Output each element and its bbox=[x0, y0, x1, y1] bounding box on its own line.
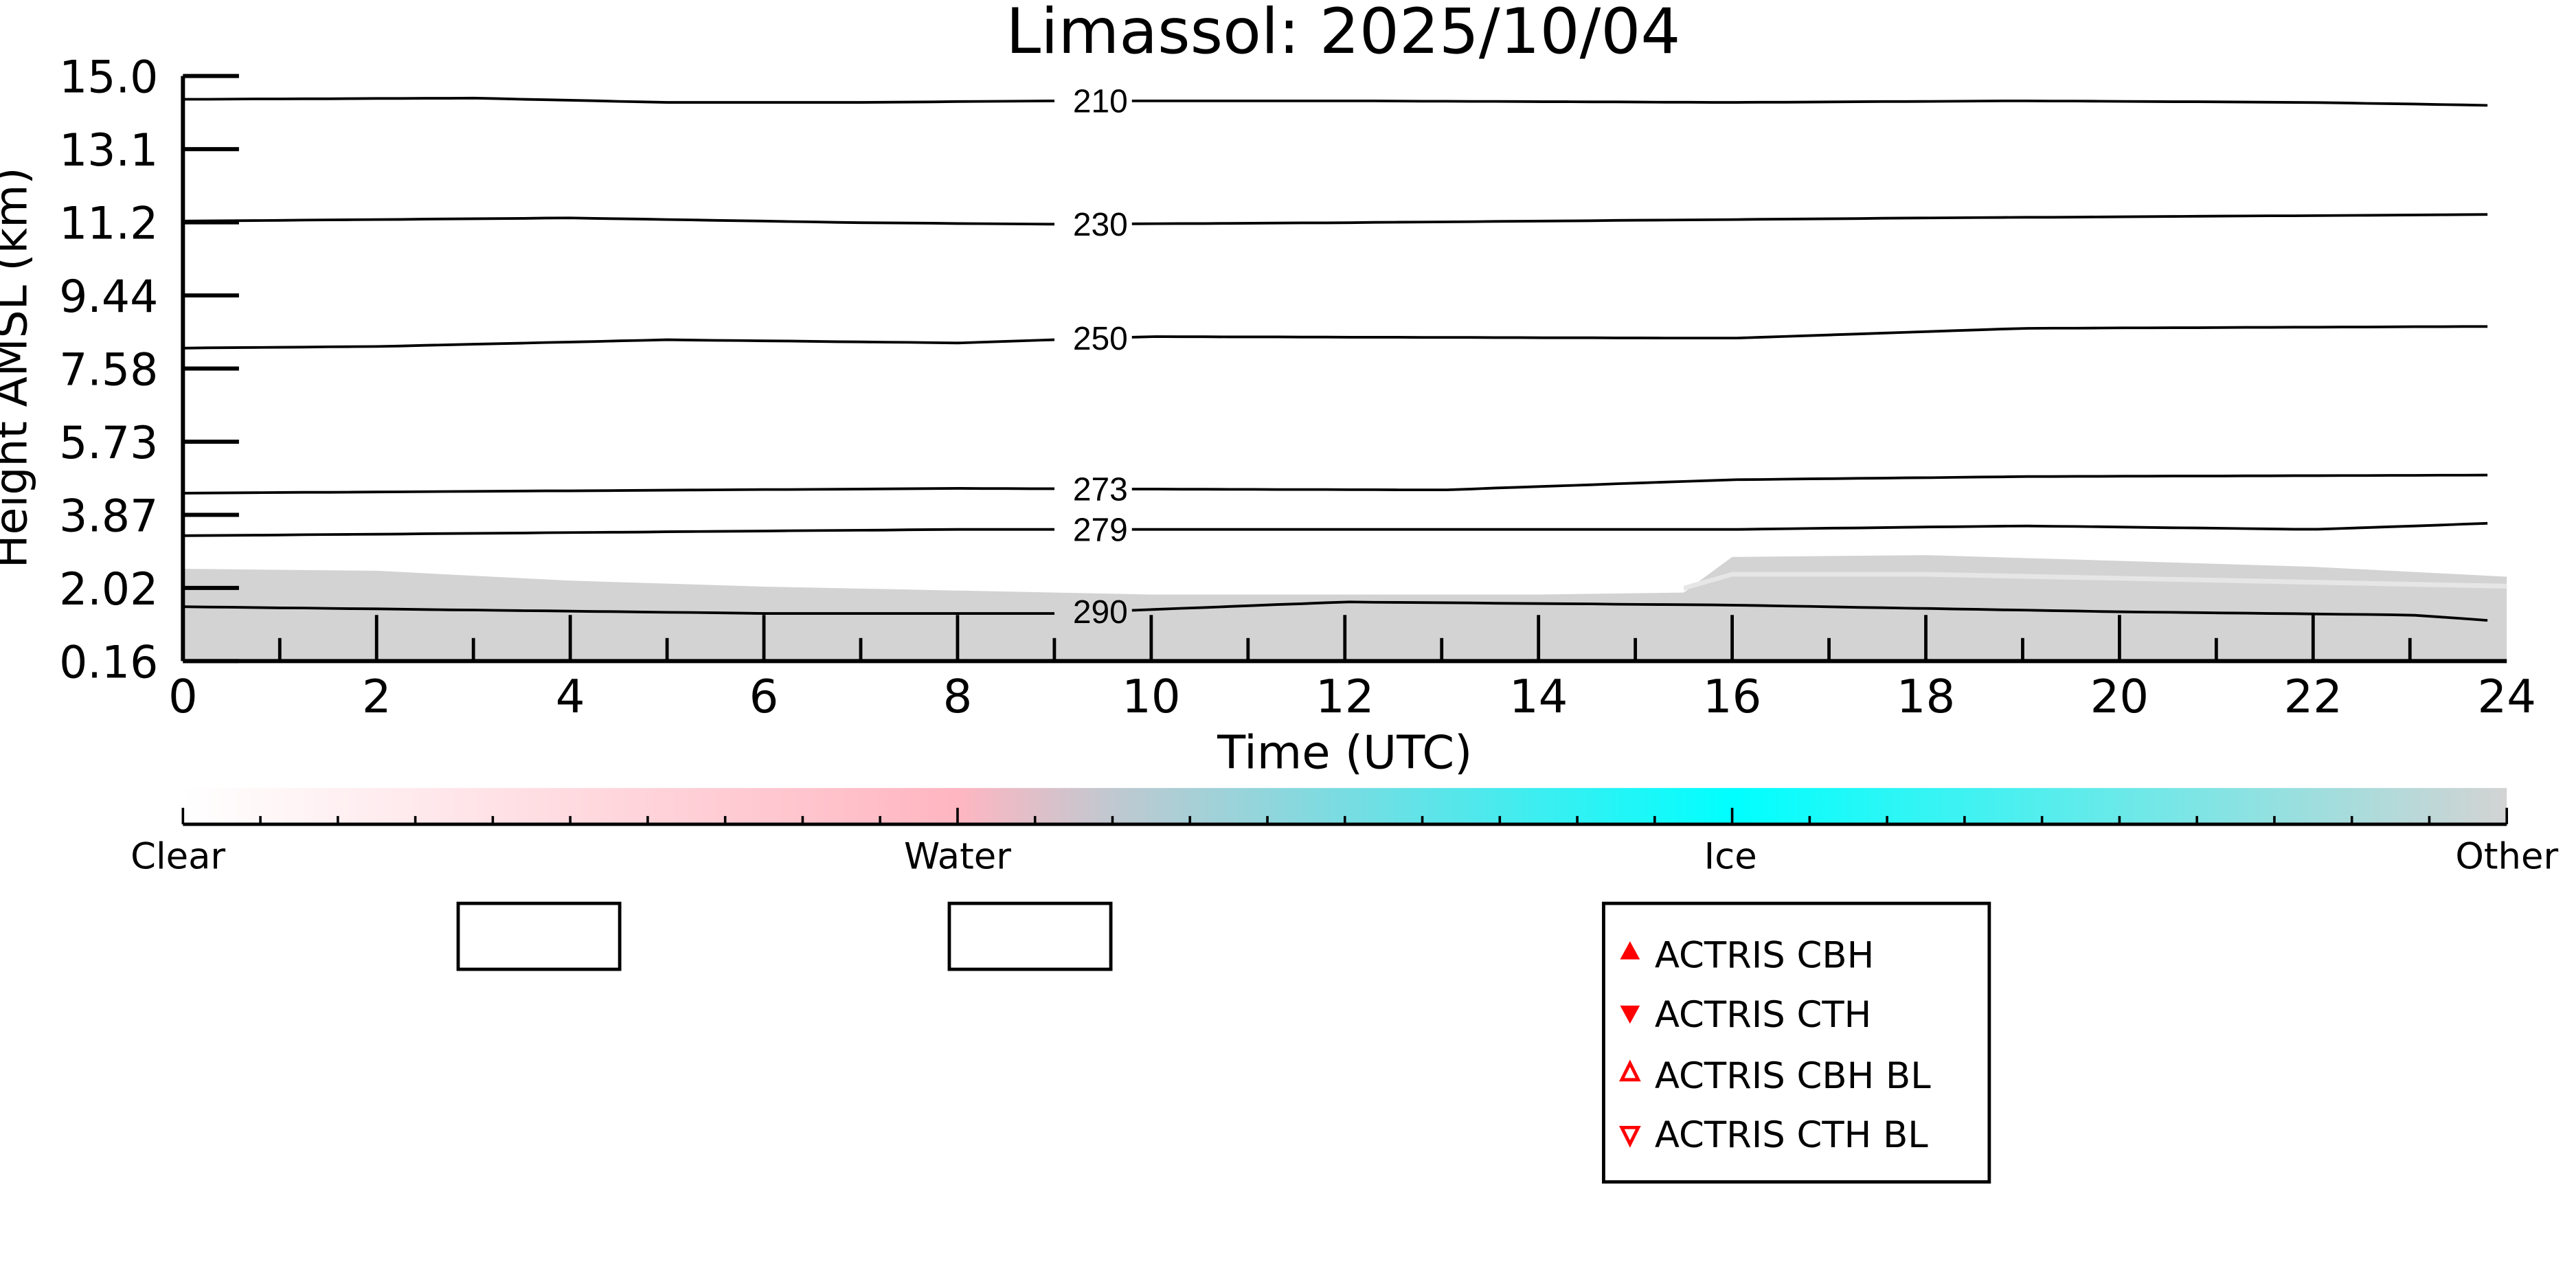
plot-area: 210 230 250 273 279 290 bbox=[183, 84, 2507, 662]
x-tick-label: 0 bbox=[168, 670, 198, 723]
x-tick-label: 10 bbox=[1122, 670, 1180, 723]
contour-line-279 bbox=[183, 521, 2488, 537]
x-tick-label: 16 bbox=[1703, 670, 1761, 723]
y-tick-label: 3.87 bbox=[59, 490, 158, 542]
colorbar-label-ice: Ice bbox=[1704, 836, 1757, 878]
contour-line-230 bbox=[183, 213, 2488, 226]
triangle-down-filled-icon bbox=[1620, 1005, 1640, 1024]
x-tick-label: 14 bbox=[1509, 670, 1568, 723]
x-tick-label: 2 bbox=[362, 670, 392, 723]
triangle-down-open-icon bbox=[1618, 1125, 1641, 1148]
triangle-up-open-icon bbox=[1618, 1059, 1641, 1082]
y-tick-label: 2.02 bbox=[59, 564, 158, 615]
legend-label-cth-bl: ACTRIS CTH BL bbox=[1655, 1114, 1928, 1156]
y-tick-label: 9.44 bbox=[59, 271, 158, 323]
legend: ACTRIS CBH ACTRIS CTH ACTRIS CBH BL ACTR… bbox=[1602, 901, 1991, 1184]
x-axis-label: Time (UTC) bbox=[1217, 725, 1472, 779]
contour-label-290: 290 bbox=[1073, 594, 1128, 631]
contour-line-250 bbox=[183, 325, 2488, 350]
x-tick-label: 12 bbox=[1315, 670, 1374, 723]
empty-legend-box-1 bbox=[456, 901, 622, 971]
chart-title: Limassol: 2025/10/04 bbox=[1006, 0, 1680, 68]
colorbar: Clear Water Ice Other bbox=[131, 788, 2558, 878]
classification-gap bbox=[1684, 572, 2507, 591]
y-tick-label: 5.73 bbox=[59, 418, 158, 469]
contour-line-273 bbox=[183, 473, 2488, 495]
x-tick-label: 6 bbox=[749, 670, 779, 723]
contour-label-210: 210 bbox=[1073, 84, 1128, 120]
contour-line-210 bbox=[183, 96, 2488, 107]
y-axis-label: Height AMSL (km) bbox=[0, 167, 37, 568]
colorbar-label-clear: Clear bbox=[131, 836, 225, 878]
legend-label-cbh: ACTRIS CBH bbox=[1655, 935, 1874, 977]
x-tick-label: 8 bbox=[943, 670, 973, 723]
legend-frame bbox=[1602, 901, 1991, 1184]
y-tick-label: 0.16 bbox=[59, 637, 158, 688]
legend-label-cbh-bl: ACTRIS CBH BL bbox=[1655, 1055, 1931, 1097]
contour-label-279: 279 bbox=[1073, 512, 1128, 548]
empty-legend-box-2 bbox=[947, 901, 1113, 971]
y-tick-label: 13.1 bbox=[59, 125, 158, 177]
x-tick-label: 20 bbox=[2090, 670, 2149, 723]
contour-label-273: 273 bbox=[1073, 471, 1128, 508]
y-tick-label: 15.0 bbox=[59, 52, 158, 104]
contour-line-290 bbox=[183, 600, 2488, 622]
colorbar-label-water: Water bbox=[904, 836, 1011, 878]
contour-label-230: 230 bbox=[1073, 207, 1128, 243]
x-tick-label: 18 bbox=[1897, 670, 1955, 723]
triangle-up-filled-icon bbox=[1620, 941, 1640, 960]
colorbar-label-other: Other bbox=[2455, 836, 2558, 878]
y-tick-label: 7.58 bbox=[59, 345, 158, 396]
contour-label-250: 250 bbox=[1073, 321, 1128, 357]
x-tick-label: 4 bbox=[556, 670, 585, 723]
y-tick-label: 11.2 bbox=[59, 199, 158, 250]
x-tick-label: 24 bbox=[2477, 670, 2535, 723]
legend-label-cth: ACTRIS CTH bbox=[1655, 994, 1872, 1036]
x-tick-label: 22 bbox=[2284, 670, 2342, 723]
